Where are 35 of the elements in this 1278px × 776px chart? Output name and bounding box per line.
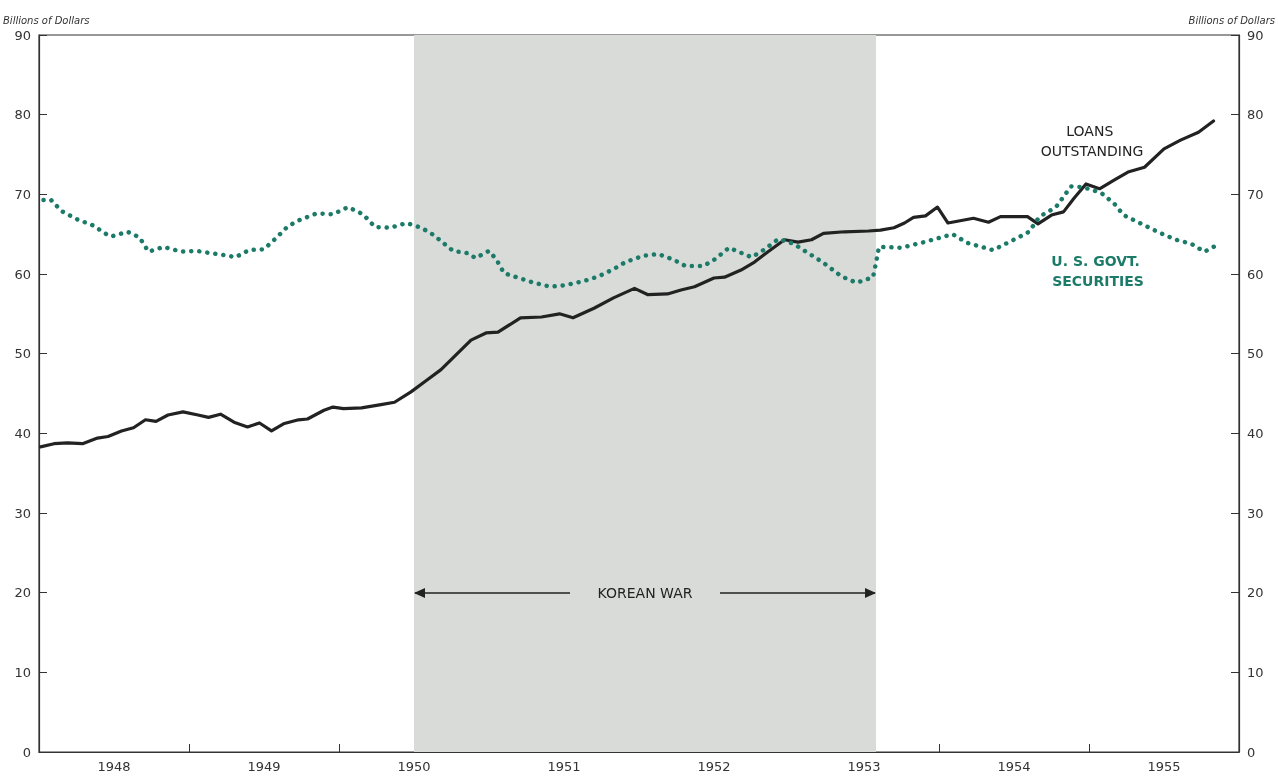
y2-tick-label: 60 (1247, 266, 1264, 282)
y-tick-label: 0 (22, 744, 31, 760)
x-tick-label: 1949 (247, 759, 281, 774)
y2-tick-label: 0 (1247, 744, 1256, 760)
y2-axis-title: Billions of Dollars (1188, 14, 1275, 26)
y-tick-label: 10 (14, 664, 31, 680)
x-tick-label: 1952 (697, 759, 731, 774)
x-tick-label: 1954 (997, 759, 1031, 774)
line-series (41, 184, 1219, 289)
series-label: U. S. GOVT. SECURITIES (1051, 252, 1145, 289)
y2-tick-label: 40 (1247, 425, 1264, 441)
y2-tick-label: 80 (1247, 107, 1264, 123)
y-tick-label: 30 (14, 505, 31, 521)
series-label: LOANS OUTSTANDING (1040, 123, 1144, 160)
y-tick-label: 80 (14, 107, 31, 123)
band-label: KOREAN WAR (597, 584, 693, 601)
y2-tick-label: 50 (1247, 346, 1264, 362)
x-tick-label: 1951 (547, 759, 581, 774)
x-tick-label: 1948 (97, 759, 131, 774)
y2-tick-label: 10 (1247, 664, 1264, 680)
y2-tick-label: 30 (1247, 505, 1264, 521)
y-tick-label: 50 (14, 346, 31, 362)
y-tick-label: 20 (14, 585, 31, 601)
y-tick-label: 90 (14, 27, 31, 43)
y-axis-title: Billions of Dollars (3, 14, 90, 26)
y2-tick-label: 20 (1247, 585, 1264, 601)
y-tick-label: 70 (14, 186, 31, 202)
x-tick-label: 1950 (397, 759, 431, 774)
y-tick-label: 40 (14, 425, 31, 441)
y-tick-label: 60 (14, 266, 31, 282)
x-tick-label: 1955 (1147, 759, 1181, 774)
x-tick-label: 1953 (847, 759, 881, 774)
y2-tick-label: 90 (1247, 27, 1264, 43)
line-series (38, 119, 1216, 449)
y2-tick-label: 70 (1247, 186, 1264, 202)
